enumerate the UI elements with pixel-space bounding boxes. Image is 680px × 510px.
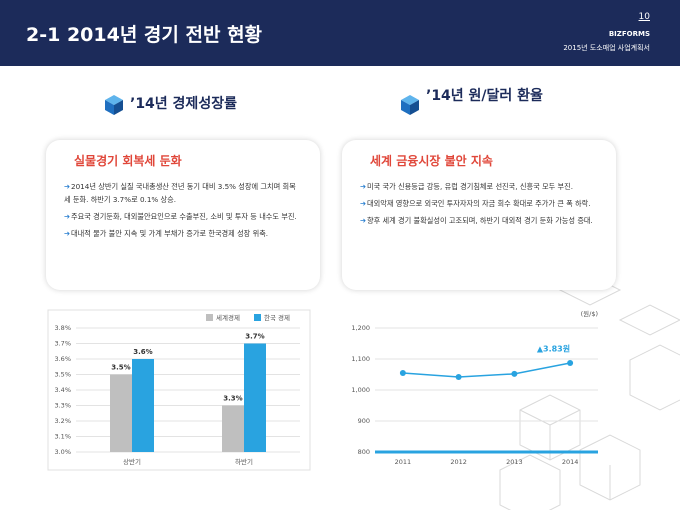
annotation: ▲3.83원: [537, 344, 570, 354]
bullet: 대외악재 영향으로 외국인 투자자자의 자금 회수 확대로 주가가 큰 폭 하락…: [360, 197, 596, 210]
bullet: 향후 세계 경기 불확실성이 고조되며, 하반기 대외적 경기 둔화 가능성 증…: [360, 214, 596, 227]
bar: [110, 374, 132, 452]
x-tick-label: 2014: [562, 458, 579, 466]
info-box: 실물경기 회복세 둔화 2014년 상반기 실질 국내총생산 전년 동기 대비 …: [46, 140, 320, 290]
legend-label: 한국 경제: [264, 313, 290, 322]
y-tick-label: 3.6%: [54, 355, 71, 363]
value-label: 3.5%: [111, 364, 130, 372]
section-heading: ’14년 경제성장률: [130, 96, 237, 112]
y-tick-label: 900: [358, 417, 370, 425]
legend-swatch: [254, 314, 261, 321]
x-tick-label: 상반기: [123, 457, 141, 466]
info-box: 세계 금융시장 불안 지속 미국 국가 신용등급 강등, 유럽 경기침체로 선진…: [342, 140, 616, 290]
legend-label: 세계경제: [216, 313, 240, 322]
y-tick-label: 3.3%: [54, 402, 71, 410]
unit-label: (원/$): [581, 309, 598, 318]
cube-icon: [105, 95, 123, 115]
y-tick-label: 3.5%: [54, 371, 71, 379]
x-tick-label: 2013: [506, 458, 523, 466]
x-tick-label: 2012: [450, 458, 467, 466]
x-tick-label: 하반기: [235, 457, 253, 466]
y-tick-label: 3.1%: [54, 433, 71, 441]
y-tick-label: 800: [358, 448, 370, 456]
y-tick-label: 3.0%: [54, 448, 71, 456]
y-tick-label: 3.7%: [54, 340, 71, 348]
box-title: 세계 금융시장 불안 지속: [370, 154, 493, 168]
x-tick-label: 2011: [395, 458, 412, 466]
subtitle: 2015년 도소매업 사업계획서: [563, 44, 650, 52]
y-tick-label: 3.8%: [54, 324, 71, 332]
value-label: 3.3%: [223, 395, 242, 403]
y-tick-label: 1,000: [351, 386, 370, 394]
bar: [132, 359, 154, 452]
section-heading: ’14년 원/달러 환율: [426, 88, 543, 104]
y-tick-label: 3.2%: [54, 417, 71, 425]
marker: [455, 373, 462, 380]
bar: [222, 405, 244, 452]
bullet: 주요국 경기둔화, 대외불안요인으로 수출부진, 소비 및 투자 등 내수도 부…: [64, 210, 300, 223]
value-label: 3.7%: [245, 333, 264, 341]
line: [402, 362, 571, 378]
value-label: 3.6%: [133, 348, 152, 356]
cube-icon: [401, 95, 419, 115]
bullet-list: 2014년 상반기 실질 국내총생산 전년 동기 대비 3.5% 성장에 그치며…: [64, 180, 300, 244]
header-bar: [0, 0, 680, 66]
marker: [567, 360, 574, 367]
y-tick-label: 3.4%: [54, 386, 71, 394]
marker: [399, 369, 406, 376]
bar: [244, 343, 266, 452]
marker: [511, 370, 518, 377]
bullet: 미국 국가 신용등급 강등, 유럽 경기침체로 선진국, 신흥국 모두 부진.: [360, 180, 596, 193]
page-number: 10: [638, 12, 650, 22]
decoration: [499, 274, 680, 510]
brand: BIZFORMS: [608, 30, 650, 38]
bullet: 2014년 상반기 실질 국내총생산 전년 동기 대비 3.5% 성장에 그치며…: [64, 180, 300, 206]
y-tick-label: 1,200: [351, 324, 370, 332]
bullet-list: 미국 국가 신용등급 강등, 유럽 경기침체로 선진국, 신흥국 모두 부진. …: [360, 180, 596, 231]
slide-title: 2-1 2014년 경기 전반 현황: [26, 24, 263, 46]
y-tick-label: 1,100: [351, 355, 370, 363]
bullet: 대내적 물가 불안 지속 및 가계 부채가 증가로 한국경제 성장 위축.: [64, 227, 300, 240]
box-title: 실물경기 회복세 둔화: [74, 154, 182, 168]
legend-swatch: [206, 314, 213, 321]
